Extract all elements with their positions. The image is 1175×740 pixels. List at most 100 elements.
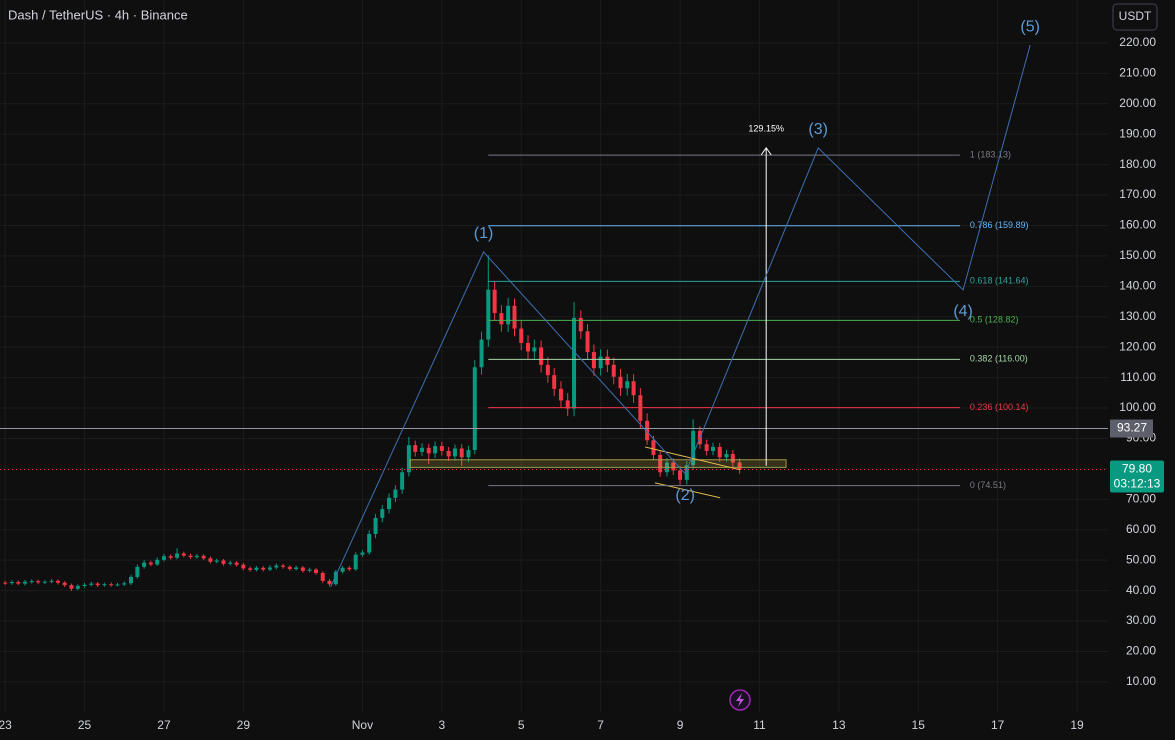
candle-body [519, 328, 524, 343]
wave-label: (4) [953, 303, 973, 320]
candle-body [307, 569, 312, 571]
candle-body [439, 446, 444, 451]
candle-body [492, 289, 497, 314]
candle-body [446, 450, 451, 457]
candle-body [466, 450, 471, 458]
candle-body [234, 562, 239, 565]
candle-body [426, 447, 431, 454]
alert-bolt [736, 693, 744, 707]
candle-body [678, 470, 683, 480]
candle-body [188, 555, 193, 558]
candle-body [287, 566, 292, 569]
x-tick-label: 3 [439, 718, 446, 732]
candle-body [228, 562, 233, 564]
candle-body [201, 555, 206, 559]
currency-label[interactable]: USDT [1119, 9, 1152, 23]
candle-body [115, 584, 120, 586]
candle-body [62, 582, 67, 586]
candle-body [194, 555, 199, 558]
candle-body [274, 565, 279, 568]
candle-body [625, 381, 630, 389]
candle-body [532, 347, 537, 352]
candle-body [618, 376, 623, 389]
candle-body [380, 509, 385, 518]
x-tick-label: 7 [597, 718, 604, 732]
candle-body [631, 381, 636, 396]
candle-body [181, 553, 186, 556]
x-tick-label: Nov [352, 718, 373, 732]
y-tick-label: 150.00 [1119, 248, 1156, 262]
candle-body [241, 564, 246, 569]
y-tick-label: 40.00 [1126, 583, 1156, 597]
candle-body [684, 465, 689, 480]
last-price-label: 79.80 [1122, 462, 1152, 476]
y-tick-label: 200.00 [1119, 96, 1156, 110]
candle-body [281, 565, 286, 567]
candle-body [572, 317, 577, 409]
y-tick-label: 50.00 [1126, 552, 1156, 566]
candle-body [373, 517, 378, 534]
candle-body [671, 462, 676, 471]
fib-label: 0.382 (116.00) [970, 354, 1028, 364]
candle-body [658, 454, 663, 473]
price-tag-label: 93.27 [1117, 421, 1147, 435]
candle-body [525, 342, 530, 352]
candle-body [691, 430, 696, 466]
y-tick-label: 130.00 [1119, 309, 1156, 323]
chart-title: Dash / TetherUS · 4h · Binance [8, 7, 188, 22]
candle-body [221, 560, 226, 564]
candle-body [565, 400, 570, 409]
candle-body [320, 572, 325, 581]
x-tick-label: 13 [832, 718, 846, 732]
candle-body [558, 388, 563, 401]
candle-body [168, 556, 173, 558]
candle-body [300, 567, 305, 571]
wave-label: (5) [1020, 18, 1040, 35]
candle-body [499, 313, 504, 325]
candle-body [730, 453, 735, 463]
candle-body [591, 352, 596, 369]
candle-body [393, 489, 398, 498]
candle-body [135, 566, 140, 577]
candle-body [36, 581, 41, 583]
candle-body [214, 560, 219, 562]
candle-body [148, 562, 153, 565]
currency-button[interactable] [1112, 3, 1158, 31]
candle-body [3, 582, 8, 584]
candle-body [23, 581, 28, 584]
y-tick-label: 70.00 [1126, 491, 1156, 505]
wave-label: (1) [474, 225, 494, 242]
candle-body [710, 446, 715, 451]
measure-label: 129.15% [748, 123, 784, 133]
candle-body [420, 447, 425, 452]
y-tick-label: 210.00 [1119, 66, 1156, 80]
x-tick-label: 9 [677, 718, 684, 732]
candle-body [452, 448, 457, 457]
fib-label: 0.236 (100.14) [970, 402, 1029, 412]
candle-body [347, 567, 352, 570]
candle-body [82, 584, 87, 587]
candle-body [314, 569, 319, 573]
candle-body [29, 581, 34, 583]
candle-body [155, 559, 160, 565]
candle-body [360, 552, 365, 555]
y-tick-label: 100.00 [1119, 400, 1156, 414]
candle-body [129, 576, 134, 584]
candle-body [69, 585, 74, 589]
candle-body [9, 582, 14, 584]
candle-body [651, 440, 656, 455]
candle-body [506, 305, 511, 325]
candle-body [737, 462, 742, 470]
candle-body [353, 554, 358, 570]
y-tick-label: 30.00 [1126, 613, 1156, 627]
candle-body [142, 562, 147, 567]
x-tick-label: 15 [912, 718, 926, 732]
y-tick-label: 60.00 [1126, 522, 1156, 536]
candle-body [122, 583, 127, 585]
candle-body [208, 558, 213, 562]
x-tick-label: 19 [1070, 718, 1084, 732]
y-tick-label: 220.00 [1119, 35, 1156, 49]
trendline [644, 446, 741, 471]
